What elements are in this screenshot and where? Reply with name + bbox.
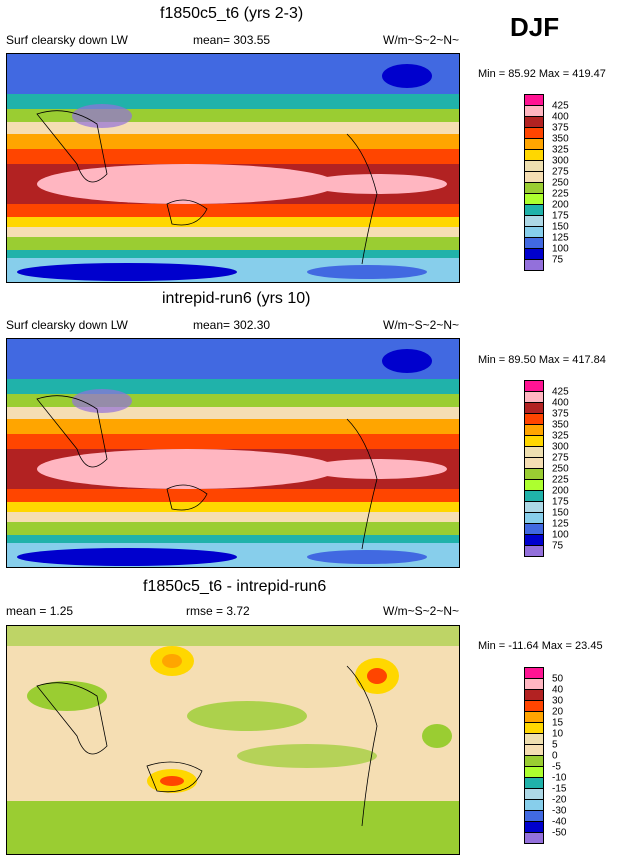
panel1-legend-tick-label: 100 (552, 243, 569, 255)
panel1-minmax: Min = 85.92 Max = 419.47 (478, 68, 606, 80)
panel3-legend-tick-label: 0 (552, 750, 558, 762)
panel3-legend-tick-label: 40 (552, 684, 564, 696)
panel2-max-value: 417.84 (572, 354, 606, 366)
panel1-legend-tick-label: 225 (552, 188, 569, 200)
panel3-legend-tick-label: -15 (552, 783, 567, 795)
panel1-title: f1850c5_t6 (yrs 2-3) (160, 5, 304, 22)
panel2-legend-swatch (524, 545, 544, 557)
panel1-legend-tick-label: 375 (552, 122, 569, 134)
panel1-legend-tick-label: 75 (552, 254, 564, 266)
panel3-max-value: 23.45 (575, 640, 603, 652)
panel3-units-label: W/m~S~2~N~ (383, 604, 460, 618)
panel2-legend-tick-label: 75 (552, 540, 564, 552)
panel3-legend-swatch (524, 832, 544, 844)
panel3-legend-tick-label: -50 (552, 827, 567, 839)
panel2-legend-tick-label: 200 (552, 485, 569, 497)
panel3-max-label: Max = (541, 640, 572, 652)
panel1-legend-tick-label: 200 (552, 199, 569, 211)
panel3-minmax: Min = -11.64 Max = 23.45 (478, 640, 603, 652)
panel1-legend-tick-label: 275 (552, 166, 569, 178)
panel3-min-label: Min = (478, 640, 506, 652)
panel1-legend-tick-label: 400 (552, 111, 569, 123)
panel2-legend-tick-label: 150 (552, 507, 569, 519)
panel2-max-label: Max = (538, 354, 570, 366)
panel1-variable-label: Surf clearsky down LW (6, 33, 128, 47)
panel2-legend-tick-label: 250 (552, 463, 569, 475)
panel2-min-label: Min = (478, 354, 506, 366)
panel2-contour-map (7, 339, 459, 567)
panel2-units-label: W/m~S~2~N~ (383, 318, 460, 332)
panel2-legend-tick-label: 375 (552, 408, 569, 420)
panel2-variable-label: Surf clearsky down LW (6, 318, 128, 332)
panel1-legend-swatch (524, 259, 544, 271)
panel3-rmse-label: rmse = 3.72 (186, 604, 250, 618)
panel1-legend-tick-label: 425 (552, 100, 569, 112)
panel2-mean-label: mean= 302.30 (193, 318, 271, 332)
panel2-legend-tick-label: 400 (552, 397, 569, 409)
panel2-legend-tick-label: 275 (552, 452, 569, 464)
panel2-legend-tick-label: 425 (552, 386, 569, 398)
panel1-units-label: W/m~S~2~N~ (383, 33, 460, 47)
panel3-legend-tick-label: 5 (552, 739, 558, 751)
panel1-legend: 425 400 375 350 325 300 275 250 225 200 175 150 125 1… (524, 94, 569, 271)
panel3-min-value: -11.64 (508, 640, 539, 652)
panel2-legend-tick-label: 100 (552, 529, 569, 541)
panel3-mean-label: mean = 1.25 (6, 604, 74, 618)
panel1-max-label: Max = (538, 68, 570, 80)
panel1-legend-tick-label: 150 (552, 221, 569, 233)
panel1-max-value: 419.47 (572, 68, 606, 80)
panel2-min-value: 89.50 (508, 354, 536, 366)
panel3-legend-tick-label: -30 (552, 805, 567, 817)
panel1-contour-map (7, 54, 459, 282)
panel2-map (6, 338, 460, 568)
panel2-title: intrepid-run6 (yrs 10) (162, 290, 311, 307)
panel2-legend-tick-label: 175 (552, 496, 569, 508)
panel3-legend-tick-label: -5 (552, 761, 561, 773)
panel3-legend-tick-label: 50 (552, 673, 564, 685)
panel1-map (6, 53, 460, 283)
season-label: DJF (510, 12, 560, 42)
panel3-map (6, 625, 460, 855)
panel3-legend-tick-label: 10 (552, 728, 564, 740)
panel3-legend-tick-label: 30 (552, 695, 564, 707)
panel3-legend: 50 40 30 20 15 10 5 0 -5 -10 -15 -20 -30 -40 -50 (524, 667, 566, 844)
panel1-legend-tick-label: 125 (552, 232, 569, 244)
panel3-title: f1850c5_t6 - intrepid-run6 (143, 578, 327, 595)
panel1-min-label: Min = (478, 68, 506, 80)
panel2-legend-tick-label: 225 (552, 474, 569, 486)
panel2-legend-tick-label: 125 (552, 518, 569, 530)
panel2-minmax: Min = 89.50 Max = 417.84 (478, 354, 606, 366)
panel1-legend-tick-label: 250 (552, 177, 569, 189)
panel3-contour-map (7, 626, 459, 854)
panel1-legend-tick-label: 175 (552, 210, 569, 222)
panel3-legend-tick-label: 15 (552, 717, 564, 729)
panel3-legend-tick-label: -10 (552, 772, 567, 784)
panel3-legend-tick-label: -40 (552, 816, 567, 828)
panel2-legend: 425 400 375 350 325 300 275 250 225 200 175 150 125 1… (524, 380, 569, 557)
panel3-legend-tick-label: -20 (552, 794, 567, 806)
panel2-legend-tick-label: 300 (552, 441, 569, 453)
panel1-min-value: 85.92 (508, 68, 536, 80)
panel2-legend-tick-label: 350 (552, 419, 569, 431)
panel1-legend-tick-label: 350 (552, 133, 569, 145)
panel1-mean-label: mean= 303.55 (193, 33, 271, 47)
panel2-legend-tick-label: 325 (552, 430, 569, 442)
panel1-legend-tick-label: 325 (552, 144, 569, 156)
panel1-legend-tick-label: 300 (552, 155, 569, 167)
panel3-legend-tick-label: 20 (552, 706, 564, 718)
